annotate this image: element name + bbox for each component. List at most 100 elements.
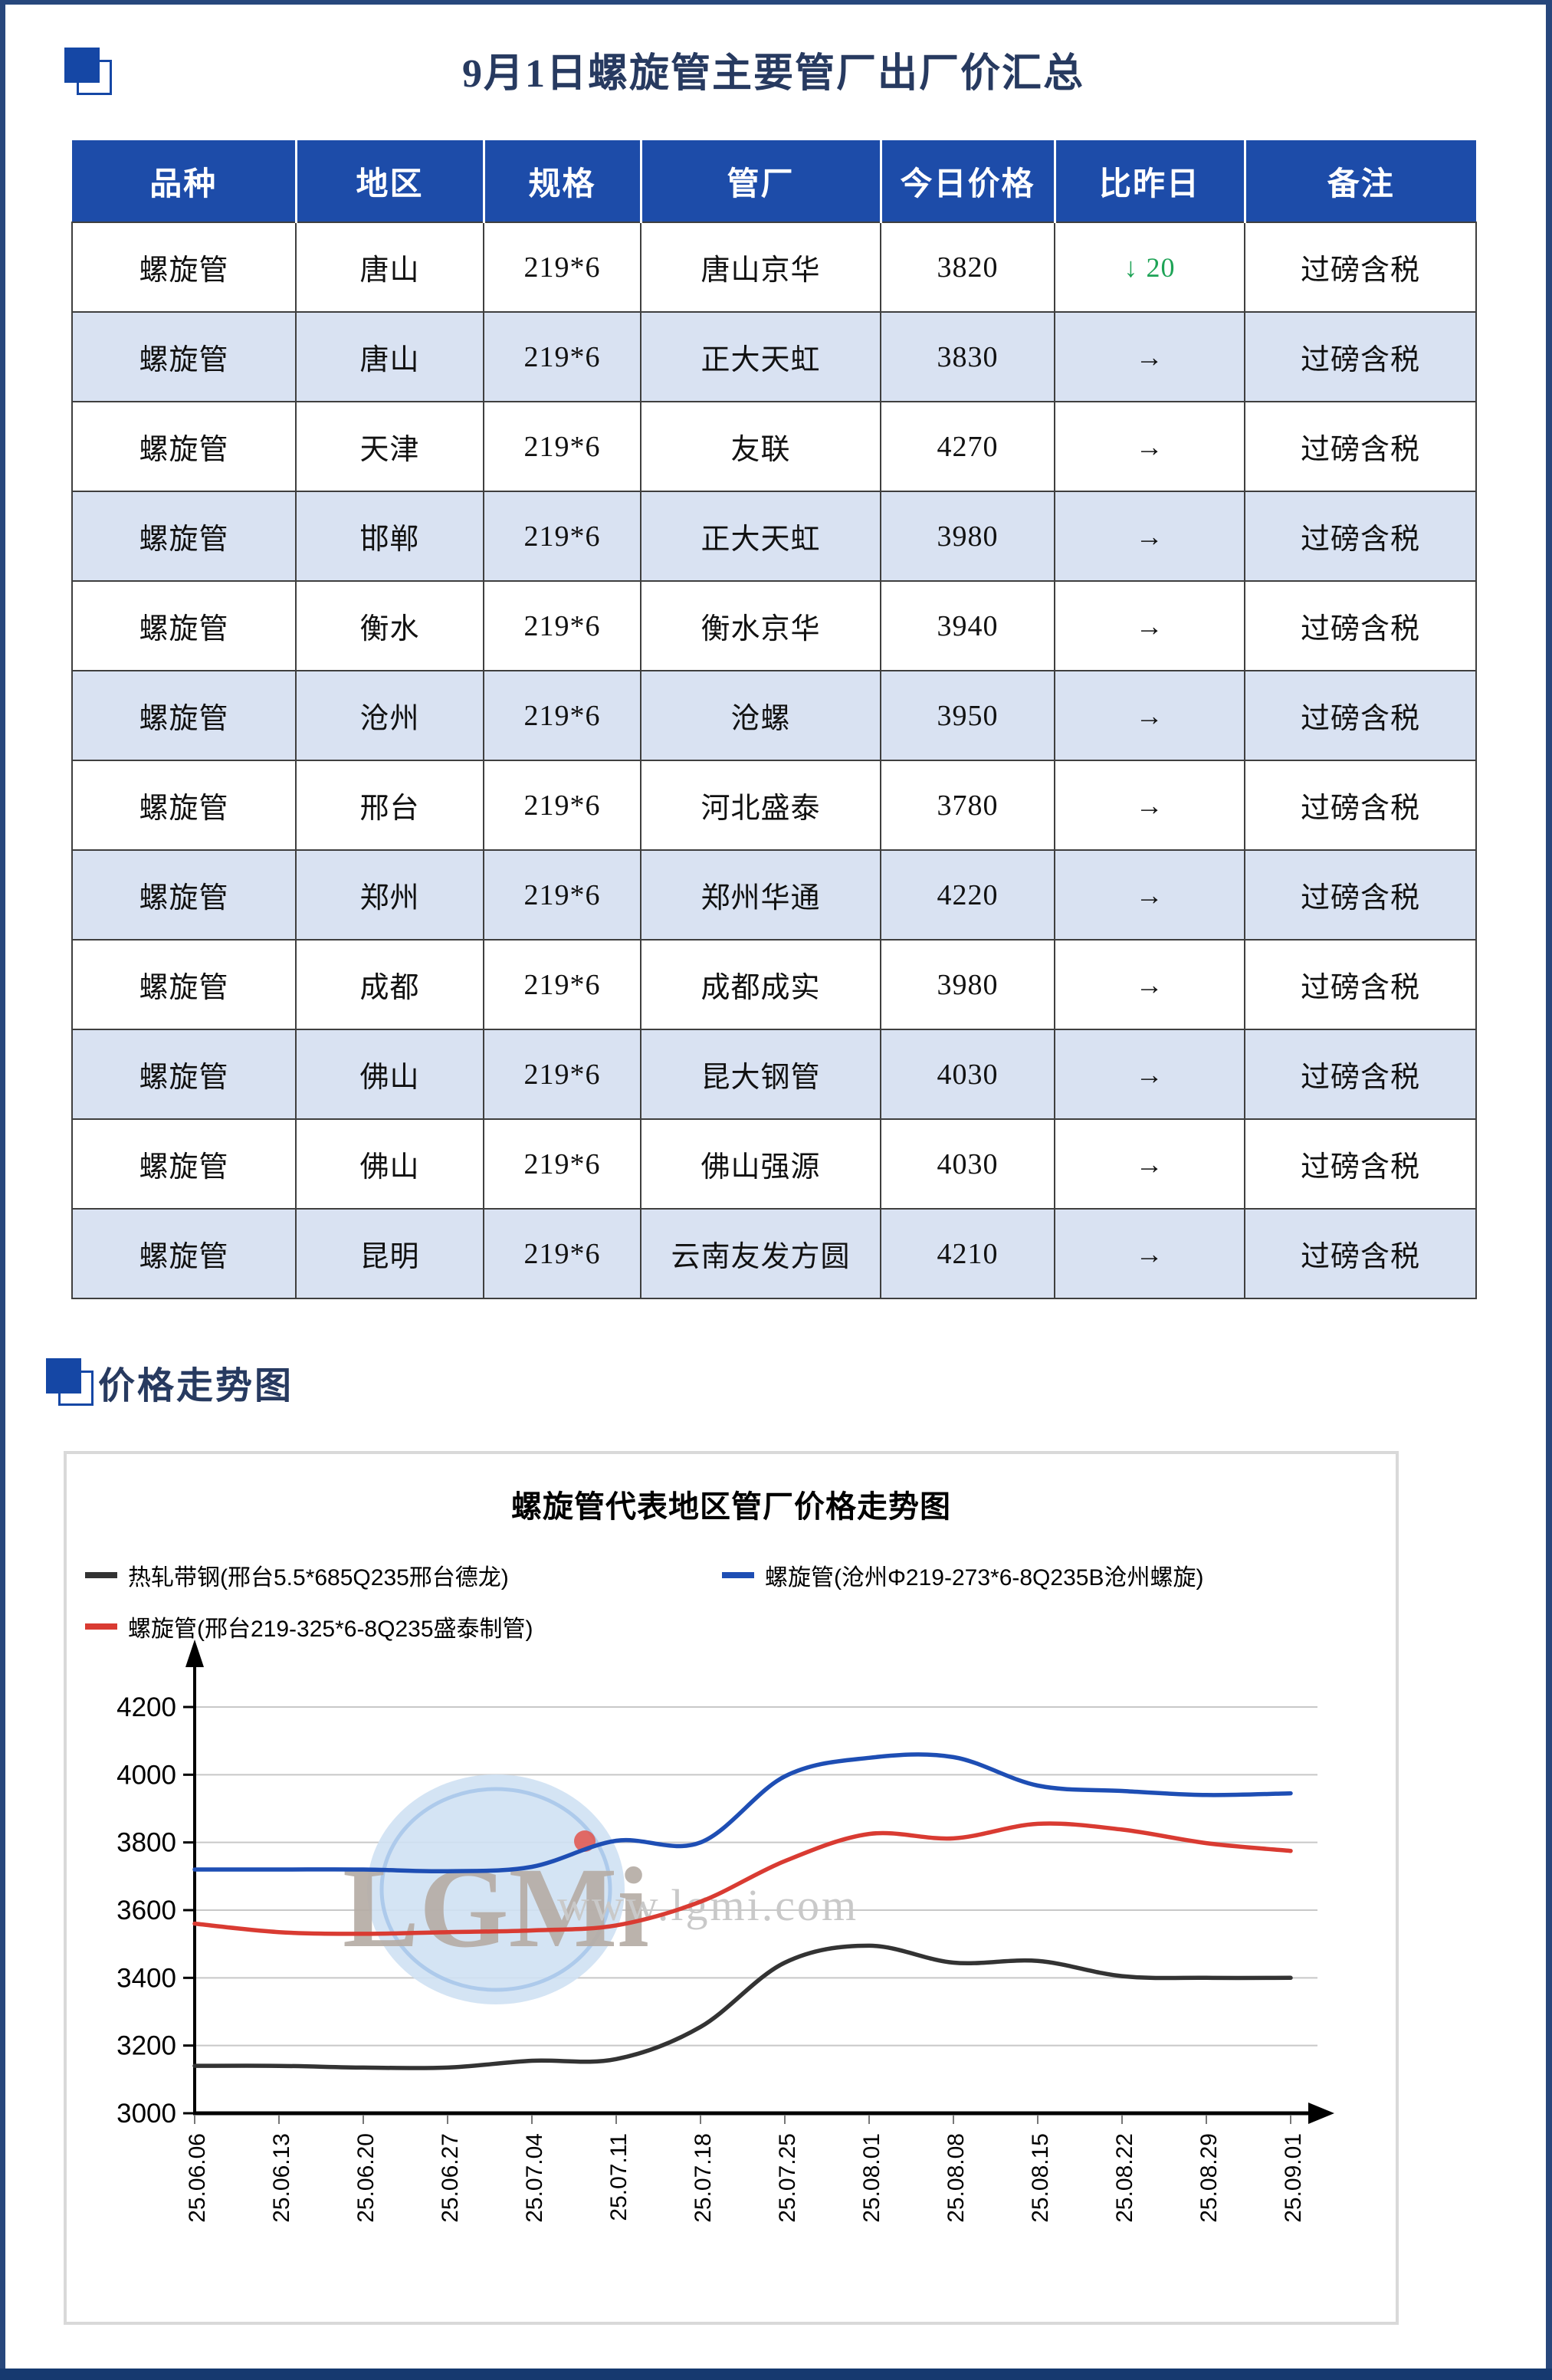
legend-line-swatch: [85, 1572, 117, 1578]
cell-note: 过磅含税: [1244, 670, 1477, 761]
y-tick-label: 4200: [116, 1692, 176, 1722]
cell-factory: 衡水京华: [640, 580, 881, 671]
x-tick-label: 25.06.27: [438, 2133, 463, 2223]
cell-note: 过磅含税: [1244, 1029, 1477, 1120]
cell-price: 3780: [880, 760, 1055, 851]
cell-change: ↓ 20: [1054, 222, 1245, 313]
cell-factory: 河北盛泰: [640, 760, 881, 851]
table-row: 螺旋管 沧州 219*6 沧螺 3950 → 过磅含税: [71, 670, 1477, 761]
x-tick-label: 25.08.01: [859, 2133, 884, 2223]
x-tick-label: 25.08.15: [1028, 2133, 1053, 2223]
table-row: 螺旋管 衡水 219*6 衡水京华 3940 → 过磅含税: [71, 580, 1477, 671]
legend-entry: 热轧带钢(邢台5.5*685Q235邢台德龙): [85, 1558, 509, 1592]
cell-note: 过磅含税: [1244, 311, 1477, 402]
cell-factory: 成都成实: [640, 939, 881, 1030]
cell-variety: 螺旋管: [71, 222, 297, 313]
decoration-filled-square: [64, 48, 100, 83]
cell-spec: 219*6: [483, 222, 641, 313]
watermark-logo-ring: [379, 1787, 612, 1992]
cell-price: 4030: [880, 1118, 1055, 1210]
cell-spec: 219*6: [483, 580, 641, 671]
cell-region: 邢台: [295, 760, 484, 851]
x-tick-label: 25.07.18: [691, 2133, 716, 2223]
cell-variety: 螺旋管: [71, 760, 297, 851]
x-tick-label: 25.07.25: [775, 2133, 800, 2223]
table-row: 螺旋管 昆明 219*6 云南友发方圆 4210 → 过磅含税: [71, 1208, 1477, 1299]
legend-line-swatch: [722, 1572, 754, 1578]
column-header: 管厂: [639, 140, 882, 222]
legend-label: 螺旋管(邢台219-325*6-8Q235盛泰制管): [128, 1617, 533, 1642]
cell-spec: 219*6: [483, 401, 641, 492]
series-line: [192, 1821, 1293, 1936]
cell-variety: 螺旋管: [71, 1118, 297, 1210]
column-header: 备注: [1243, 140, 1476, 222]
x-tick-label: 25.07.11: [606, 2133, 632, 2221]
cell-factory: 沧螺: [640, 670, 881, 761]
cell-region: 唐山: [295, 311, 484, 402]
cell-region: 沧州: [295, 670, 484, 761]
cell-spec: 219*6: [483, 1118, 641, 1210]
decoration-filled-square: [46, 1358, 81, 1394]
cell-change: →: [1054, 311, 1245, 402]
cell-spec: 219*6: [483, 491, 641, 582]
table-row: 螺旋管 唐山 219*6 唐山京华 3820 ↓ 20 过磅含税: [71, 222, 1477, 313]
column-header: 今日价格: [879, 140, 1056, 222]
table-row: 螺旋管 唐山 219*6 正大天虹 3830 → 过磅含税: [71, 311, 1477, 402]
cell-note: 过磅含税: [1244, 491, 1477, 582]
cell-region: 成都: [295, 939, 484, 1030]
price-table-wrap: 品种 地区 规格 管厂 今日价格 比昨日 备注 螺旋管 唐山 219*6 唐山京华 3820 ↓ 20…: [71, 140, 1477, 1299]
cell-note: 过磅含税: [1244, 760, 1477, 851]
cell-factory: 友联: [640, 401, 881, 492]
x-tick-label: 25.06.13: [269, 2133, 294, 2223]
watermark-url-text: www.lgmi.com: [557, 1880, 858, 1930]
page-border-left: [0, 0, 5, 2380]
cell-spec: 219*6: [483, 849, 641, 941]
watermark-logo-text: LGMi: [343, 1844, 649, 1971]
series-line: [192, 1752, 1293, 1874]
cell-region: 郑州: [295, 849, 484, 941]
column-header: 地区: [294, 140, 485, 222]
legend-line-swatch: [85, 1623, 117, 1630]
x-tick-label: 25.07.04: [522, 2133, 547, 2223]
cell-change: →: [1054, 491, 1245, 582]
section-title: 价格走势图: [98, 1366, 294, 1407]
cell-change: →: [1054, 939, 1245, 1030]
x-tick-label: 25.08.08: [943, 2133, 969, 2223]
cell-change: →: [1054, 670, 1245, 761]
cell-change: →: [1054, 849, 1245, 941]
page-title: 9月1日螺旋管主要管厂出厂价汇总: [461, 52, 1084, 96]
column-header: 规格: [482, 140, 642, 222]
page-border-top: [0, 0, 1552, 5]
legend-label: 热轧带钢(邢台5.5*685Q235邢台德龙): [128, 1565, 509, 1590]
cell-variety: 螺旋管: [71, 491, 297, 582]
chart-panel: 螺旋管代表地区管厂价格走势图 热轧带钢(邢台5.5*685Q235邢台德龙) 螺旋…: [64, 1451, 1399, 2325]
table-row: 螺旋管 佛山 219*6 昆大钢管 4030 → 过磅含税: [71, 1029, 1477, 1120]
cell-price: 3980: [880, 491, 1055, 582]
y-axis-arrow-icon: [185, 1640, 204, 1667]
cell-change: →: [1054, 1118, 1245, 1210]
cell-note: 过磅含税: [1244, 939, 1477, 1030]
cell-variety: 螺旋管: [71, 670, 297, 761]
price-table-body: 螺旋管 唐山 219*6 唐山京华 3820 ↓ 20 过磅含税 螺旋管 唐山 219*6 正大天虹…: [71, 222, 1477, 1299]
legend-entry: 螺旋管(邢台219-325*6-8Q235盛泰制管): [85, 1610, 533, 1643]
cell-spec: 219*6: [483, 1208, 641, 1299]
x-tick-label: 25.06.06: [185, 2133, 210, 2223]
cell-region: 佛山: [295, 1118, 484, 1210]
table-row: 螺旋管 邯郸 219*6 正大天虹 3980 → 过磅含税: [71, 491, 1477, 582]
cell-factory: 正大天虹: [640, 311, 881, 402]
cell-note: 过磅含税: [1244, 1118, 1477, 1210]
cell-factory: 佛山强源: [640, 1118, 881, 1210]
cell-price: 4030: [880, 1029, 1055, 1120]
cell-variety: 螺旋管: [71, 401, 297, 492]
cell-spec: 219*6: [483, 311, 641, 402]
cell-factory: 云南友发方圆: [640, 1208, 881, 1299]
cell-variety: 螺旋管: [71, 580, 297, 671]
cell-price: 3830: [880, 311, 1055, 402]
cell-region: 天津: [295, 401, 484, 492]
legend-entry: 螺旋管(沧州Φ219-273*6-8Q235B沧州螺旋): [722, 1558, 1203, 1592]
page-footer-strip: [0, 2369, 1552, 2380]
table-row: 螺旋管 天津 219*6 友联 4270 → 过磅含税: [71, 401, 1477, 492]
cell-change: →: [1054, 401, 1245, 492]
column-header: 比昨日: [1053, 140, 1246, 222]
cell-spec: 219*6: [483, 670, 641, 761]
